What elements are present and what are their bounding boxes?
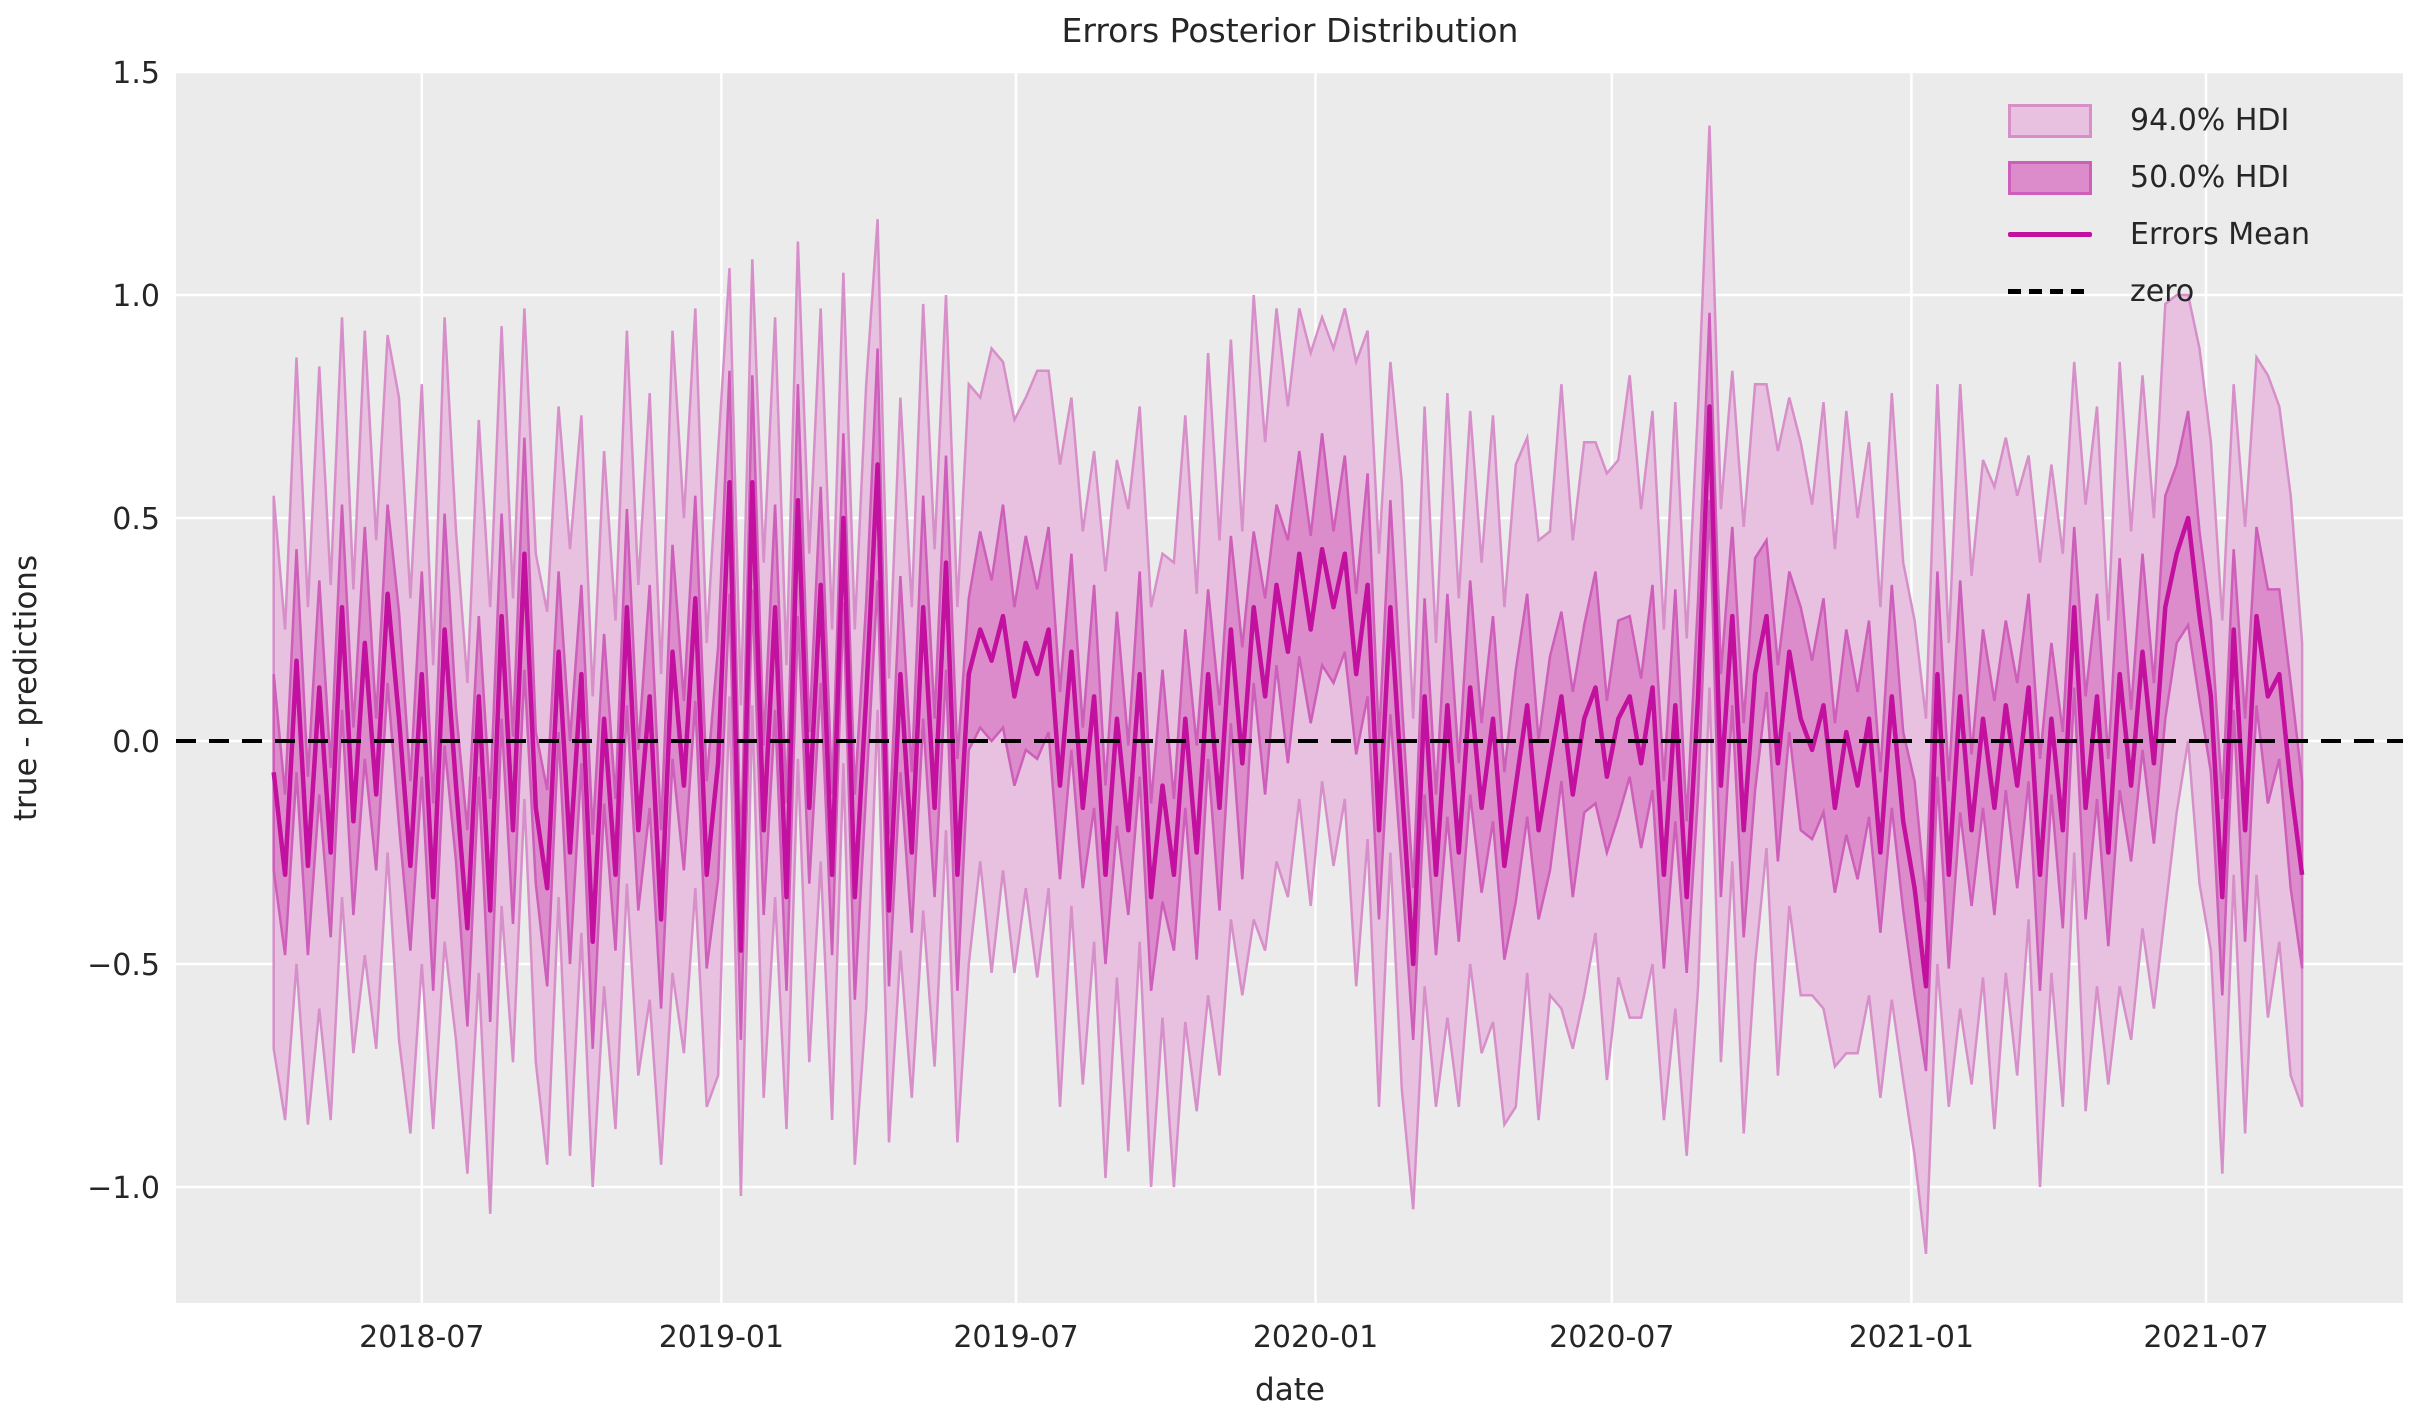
- x-tick-label: 2021-01: [1849, 1320, 1974, 1355]
- y-tick-label: 1.5: [112, 56, 160, 91]
- x-tick-label: 2020-07: [1549, 1320, 1674, 1355]
- legend: 94.0% HDI 50.0% HDI Errors Mean zero: [2008, 92, 2310, 320]
- legend-item-94-0-hdi: 94.0% HDI: [2008, 92, 2310, 149]
- x-tick-label: 2020-01: [1253, 1320, 1378, 1355]
- y-axis-label: true - predictions: [8, 555, 44, 821]
- y-tick-label: 0.5: [112, 502, 160, 537]
- legend-item-errors-mean: Errors Mean: [2008, 206, 2310, 263]
- legend-patch-icon-94-0-hdi: [2008, 103, 2092, 138]
- legend-label-zero: zero: [2130, 273, 2195, 309]
- legend-label-errors-mean: Errors Mean: [2130, 216, 2311, 252]
- x-axis-label: date: [1255, 1372, 1325, 1408]
- y-tick-label: −1.0: [87, 1171, 160, 1206]
- plot-area: 1.5 1.0 0.5 0.0 −0.5 −1.0 2018-07 2019-01 2019-0…: [87, 56, 2403, 1355]
- legend-dashed-line-icon-zero: [2008, 289, 2092, 294]
- x-tick-label: 2018-07: [359, 1320, 484, 1355]
- legend-item-zero: zero: [2008, 263, 2310, 320]
- legend-label-94-0-hdi: 94.0% HDI: [2130, 102, 2290, 138]
- y-tick-label: −0.5: [87, 948, 160, 983]
- hdi-50-band: [272, 312, 2304, 1072]
- x-tick-label: 2019-01: [659, 1320, 784, 1355]
- y-tick-label: 0.0: [112, 725, 160, 760]
- legend-patch-icon-50-0-hdi: [2008, 160, 2092, 195]
- y-tick-label: 1.0: [112, 279, 160, 314]
- legend-line-icon-errors-mean: [2008, 232, 2092, 237]
- chart-title: Errors Posterior Distribution: [1062, 11, 1519, 50]
- x-tick-label: 2021-07: [2143, 1320, 2268, 1355]
- legend-item-50-0-hdi: 50.0% HDI: [2008, 149, 2310, 206]
- legend-label-50-0-hdi: 50.0% HDI: [2130, 159, 2290, 195]
- x-tick-label: 2019-07: [953, 1320, 1078, 1355]
